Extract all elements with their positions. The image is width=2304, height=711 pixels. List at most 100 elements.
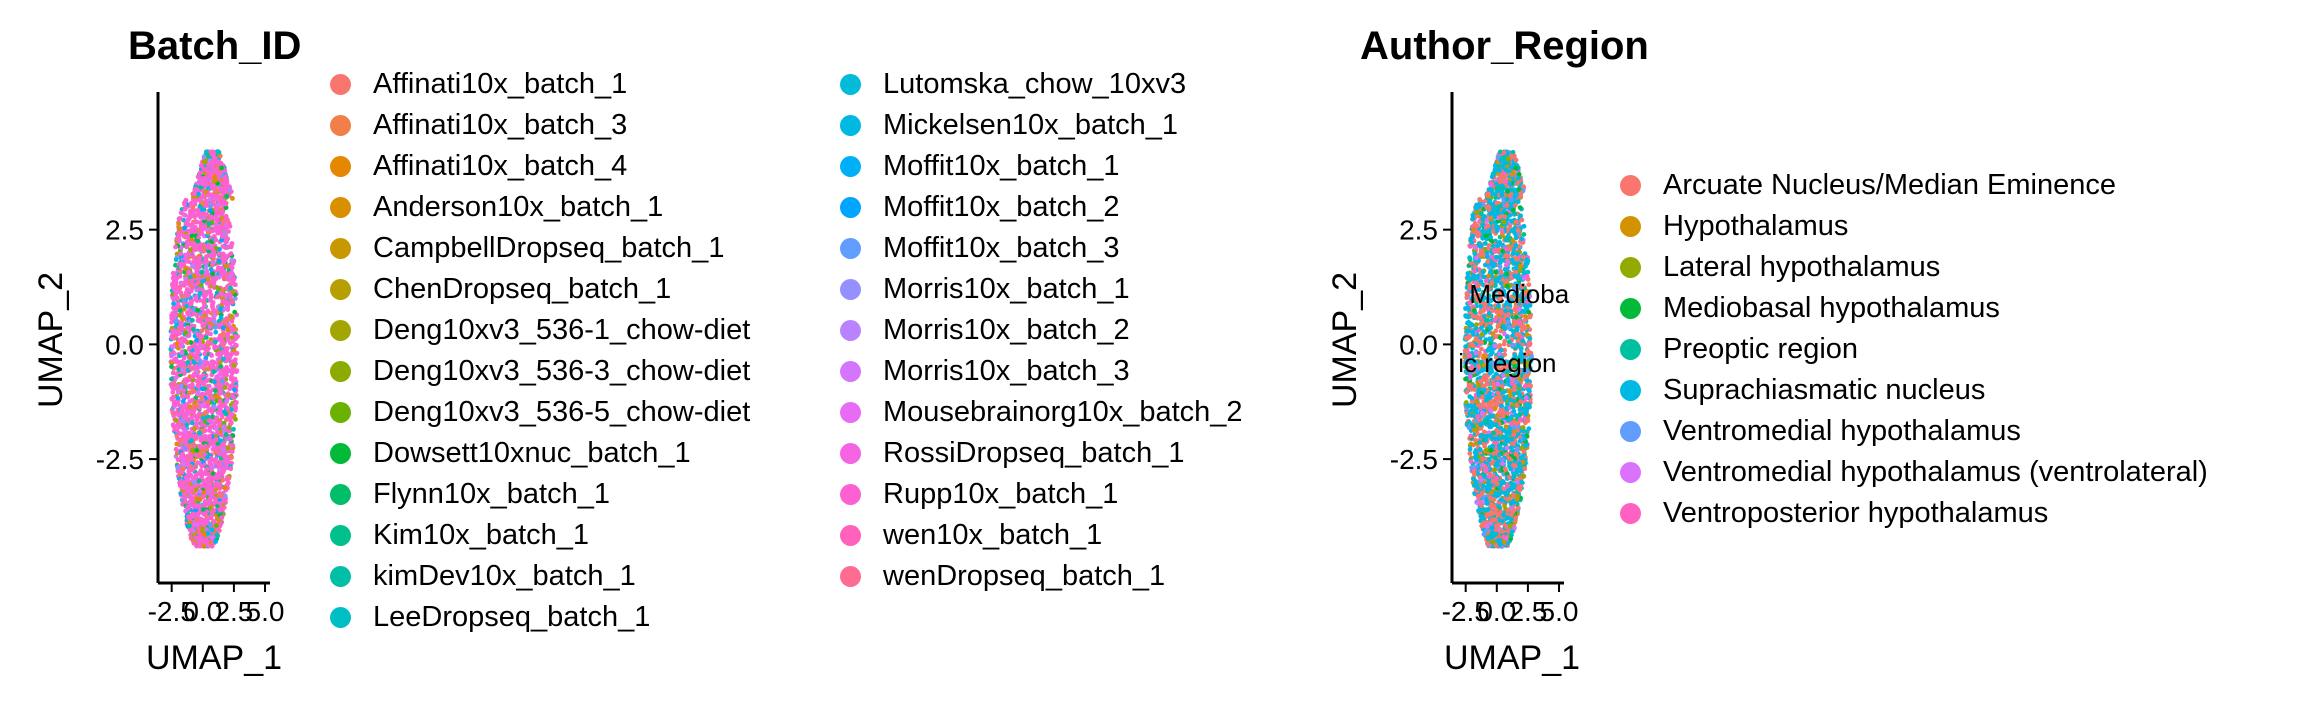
scatter-point <box>173 291 179 297</box>
scatter-point <box>221 260 227 266</box>
scatter-point <box>214 205 219 210</box>
axis-ticks: -2.50.02.55.02.50.0-2.5 <box>96 215 285 627</box>
scatter-point <box>174 433 180 439</box>
scatter-point <box>183 508 189 514</box>
scatter-point <box>215 429 220 435</box>
scatter-point <box>226 292 232 298</box>
scatter-point <box>1494 224 1499 230</box>
scatter-point <box>210 490 216 496</box>
scatter-point <box>214 516 220 522</box>
scatter-point <box>231 426 236 432</box>
scatter-point <box>229 449 235 454</box>
scatter-point <box>220 244 226 249</box>
scatter-point <box>170 394 176 400</box>
scatter-point <box>215 218 220 224</box>
y-tick-label: 2.5 <box>105 215 144 246</box>
scatter-point <box>211 404 217 410</box>
scatter-point <box>230 196 235 201</box>
scatter-point <box>213 539 219 544</box>
scatter-point <box>171 301 177 306</box>
scatter-point <box>199 535 204 540</box>
scatter-point <box>209 495 214 500</box>
scatter-point <box>170 281 175 287</box>
scatter-point <box>224 417 229 423</box>
scatter-point <box>185 483 191 489</box>
scatter-point <box>214 398 220 404</box>
scatter-point <box>189 278 195 284</box>
scatter-point <box>213 426 219 432</box>
scatter-point <box>217 170 223 176</box>
scatter-point <box>226 300 231 306</box>
scatter-point <box>199 194 205 200</box>
scatter-point <box>225 276 231 282</box>
scatter-point <box>186 216 192 222</box>
scatter-point <box>226 475 232 481</box>
scatter-point <box>232 309 238 315</box>
scatter-point <box>176 423 182 429</box>
scatter-point <box>205 531 211 536</box>
scatter-point <box>189 351 195 357</box>
scatter-point <box>195 307 201 313</box>
scatter-point <box>188 299 194 304</box>
scatter-point <box>230 339 236 344</box>
scatter-point <box>1513 413 1519 418</box>
scatter-point <box>188 247 193 253</box>
scatter-point <box>181 298 187 303</box>
scatter-point <box>196 540 202 545</box>
scatter-point <box>186 462 191 468</box>
scatter-point <box>214 523 219 528</box>
scatter-point <box>222 306 228 311</box>
scatter-point <box>177 285 183 290</box>
scatter-point <box>202 296 208 302</box>
scatter-point <box>200 507 206 512</box>
scatter-point <box>207 180 212 186</box>
scatter-point <box>181 306 187 312</box>
scatter-point <box>231 362 237 368</box>
scatter-point <box>182 202 188 208</box>
scatter-point <box>188 443 193 449</box>
scatter-point <box>218 225 224 231</box>
scatter-point <box>230 289 236 295</box>
scatter-point <box>196 478 202 484</box>
scatter-point <box>213 345 219 350</box>
scatter-point <box>1513 265 1519 271</box>
scatter-point <box>216 258 222 264</box>
scatter-point <box>183 197 189 203</box>
scatter-point <box>229 420 234 426</box>
scatter-point <box>222 454 228 460</box>
scatter-point <box>215 375 221 381</box>
scatter-point <box>187 308 193 313</box>
scatter-point <box>180 418 185 424</box>
scatter-point <box>219 256 225 261</box>
scatter-point <box>1468 459 1474 464</box>
scatter-point <box>217 492 222 498</box>
scatter-point <box>231 275 236 281</box>
scatter-point <box>220 325 226 330</box>
scatter-point <box>188 229 193 235</box>
scatter-point <box>195 373 200 379</box>
scatter-point <box>209 512 215 518</box>
scatter-point <box>218 364 224 369</box>
scatter-point <box>188 201 194 206</box>
scatter-point <box>194 269 200 275</box>
scatter-point <box>170 314 175 319</box>
scatter-point <box>206 418 212 424</box>
scatter-point <box>182 402 188 408</box>
scatter-point <box>184 234 190 239</box>
scatter-point <box>206 383 212 389</box>
scatter-point <box>194 187 200 193</box>
scatter-point <box>183 379 189 384</box>
scatter-point <box>178 251 184 256</box>
scatter-point <box>1467 451 1473 456</box>
scatter-point <box>177 238 182 244</box>
scatter-point <box>197 290 203 296</box>
scatter-point <box>179 350 185 356</box>
scatter-point <box>203 378 209 384</box>
scatter-point <box>179 383 184 389</box>
scatter-point <box>231 395 237 401</box>
scatter-point <box>182 338 188 344</box>
scatter-point <box>210 486 216 491</box>
scatter-point <box>209 424 214 430</box>
scatter-point <box>182 206 188 212</box>
